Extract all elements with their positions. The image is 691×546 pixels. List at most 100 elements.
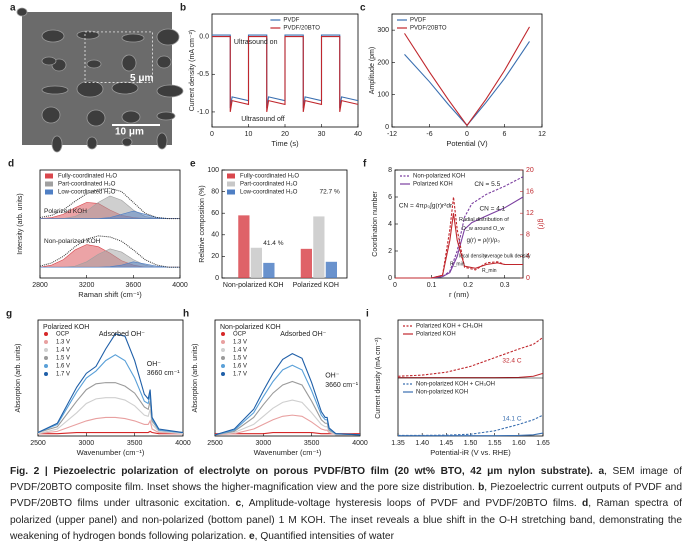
x-tick-label: 12 [538, 131, 546, 138]
pore [156, 132, 168, 150]
caption-text: , Raman spectra of polarized (upper pane… [10, 498, 682, 542]
annotation: 5 μm [130, 73, 153, 84]
legend-label: OCP [56, 332, 69, 338]
annotation: CN = 4.1 [479, 206, 505, 213]
legend-label: Polarized KOH + CH₃OH [416, 324, 483, 330]
x-tick-label: -6 [426, 131, 432, 138]
annotation: Ultrasound on [234, 39, 278, 46]
legend-label: PVDF [283, 18, 299, 24]
series-line [397, 336, 544, 377]
pore [121, 33, 145, 43]
legend-label: Non-polarized KOH [416, 390, 468, 396]
bar [313, 216, 325, 278]
annotation: O_w around O_w [462, 226, 505, 232]
x-tick-label: 1.65 [536, 440, 550, 447]
caption-text: , Amplitude-voltage hysteresis loops of … [241, 498, 583, 510]
x-tick-label: 3500 [304, 440, 320, 447]
annotation: 32.4 C [502, 357, 521, 364]
pore [76, 30, 100, 40]
legend-label: 1.3 V [233, 340, 247, 346]
y-axis-label: Intensity (arb. units) [17, 193, 24, 254]
panel-title: Non-polarized KOH [220, 324, 281, 331]
legend-marker [44, 364, 48, 368]
bar [250, 247, 262, 278]
pore [41, 85, 69, 95]
x-tick-label: 0.3 [500, 282, 510, 289]
x-tick-label: 3000 [79, 440, 95, 447]
pore [41, 106, 61, 124]
series-line [214, 414, 360, 436]
annotation: Adsorbed OH⁻ [280, 331, 326, 338]
caption-text: e [249, 530, 255, 542]
legend-marker [44, 332, 48, 336]
y-tick-label: 300 [377, 27, 389, 34]
series-line [214, 353, 361, 436]
pore [86, 136, 98, 150]
legend-label: 1.3 V [56, 340, 70, 346]
legend-marker [44, 340, 48, 344]
legend-label: 1.4 V [233, 348, 247, 354]
component-area [40, 210, 180, 219]
inset [84, 31, 153, 83]
annotation: R_min [482, 268, 497, 274]
annotation: 14.1 C [502, 415, 521, 422]
annotation: R_min [450, 261, 465, 267]
legend-marker [44, 348, 48, 352]
plot-frame [39, 169, 181, 279]
legend-label: 1.7 V [233, 372, 247, 378]
series-line [212, 36, 359, 113]
pore [121, 110, 141, 124]
x-tick-label: 3000 [256, 440, 272, 447]
spectrum-line [39, 235, 180, 268]
x-tick-label: 4000 [172, 282, 188, 289]
y-tick-label: 2 [388, 248, 392, 255]
annotation: g(r) = ρ(r)/ρ₀ [467, 238, 501, 244]
legend-marker [221, 340, 225, 344]
x-tick-label: 0 [393, 282, 397, 289]
y-axis-label: Absorption (arb. units) [15, 344, 22, 413]
x-tick-label: 0.1 [427, 282, 437, 289]
legend-marker [45, 181, 53, 187]
x-tick-label: 0 [465, 131, 469, 138]
annotation: OH⁻ [147, 361, 162, 368]
pore [41, 29, 65, 43]
y2-tick-label: 8 [526, 232, 530, 239]
pore [156, 111, 176, 121]
series-line [38, 430, 183, 435]
pore [76, 80, 104, 98]
plot-frame [37, 319, 184, 437]
x-axis-label: Raman shift (cm⁻¹) [78, 290, 142, 299]
x-tick-label: 30 [318, 131, 326, 138]
y-tick-label: 4 [388, 221, 392, 228]
legend-marker [44, 356, 48, 360]
legend-label: Low-coordinated H₂O [240, 190, 298, 196]
panel-label: c [360, 3, 366, 14]
x-tick-label: 2800 [32, 282, 48, 289]
caption-text: Fig. 2 | Piezoelectric polarization of e… [10, 466, 593, 477]
x-tick-label: 2500 [207, 440, 223, 447]
y-tick-label: -0.5 [197, 71, 209, 78]
x-tick-label: 4000 [352, 440, 368, 447]
panel-label: g [6, 309, 12, 320]
legend-label: Non-polarized KOH [413, 174, 465, 180]
legend-marker [221, 356, 225, 360]
y-tick-label: 200 [377, 59, 389, 66]
caption-text: , Quantified intensities of water [254, 530, 394, 542]
y-axis-label: Relative composition (%) [199, 185, 206, 262]
y-tick-label: 0 [215, 275, 219, 282]
y-tick-label: 0.0 [199, 33, 209, 40]
bar [325, 261, 337, 278]
legend-label: Fully-coordinated H₂O [58, 174, 117, 180]
pore [156, 55, 172, 69]
legend-label: Low-coordinated H₂O [58, 190, 116, 196]
component-area [40, 261, 180, 268]
x-tick-label: 3200 [79, 282, 95, 289]
legend-marker [221, 348, 225, 352]
panel-label: a [10, 3, 16, 14]
y-axis-label: Coordination number [372, 191, 379, 257]
pore [156, 84, 184, 98]
series-line [215, 431, 360, 435]
annotation: average bulk density [485, 254, 531, 260]
caption-text: a [598, 466, 605, 477]
